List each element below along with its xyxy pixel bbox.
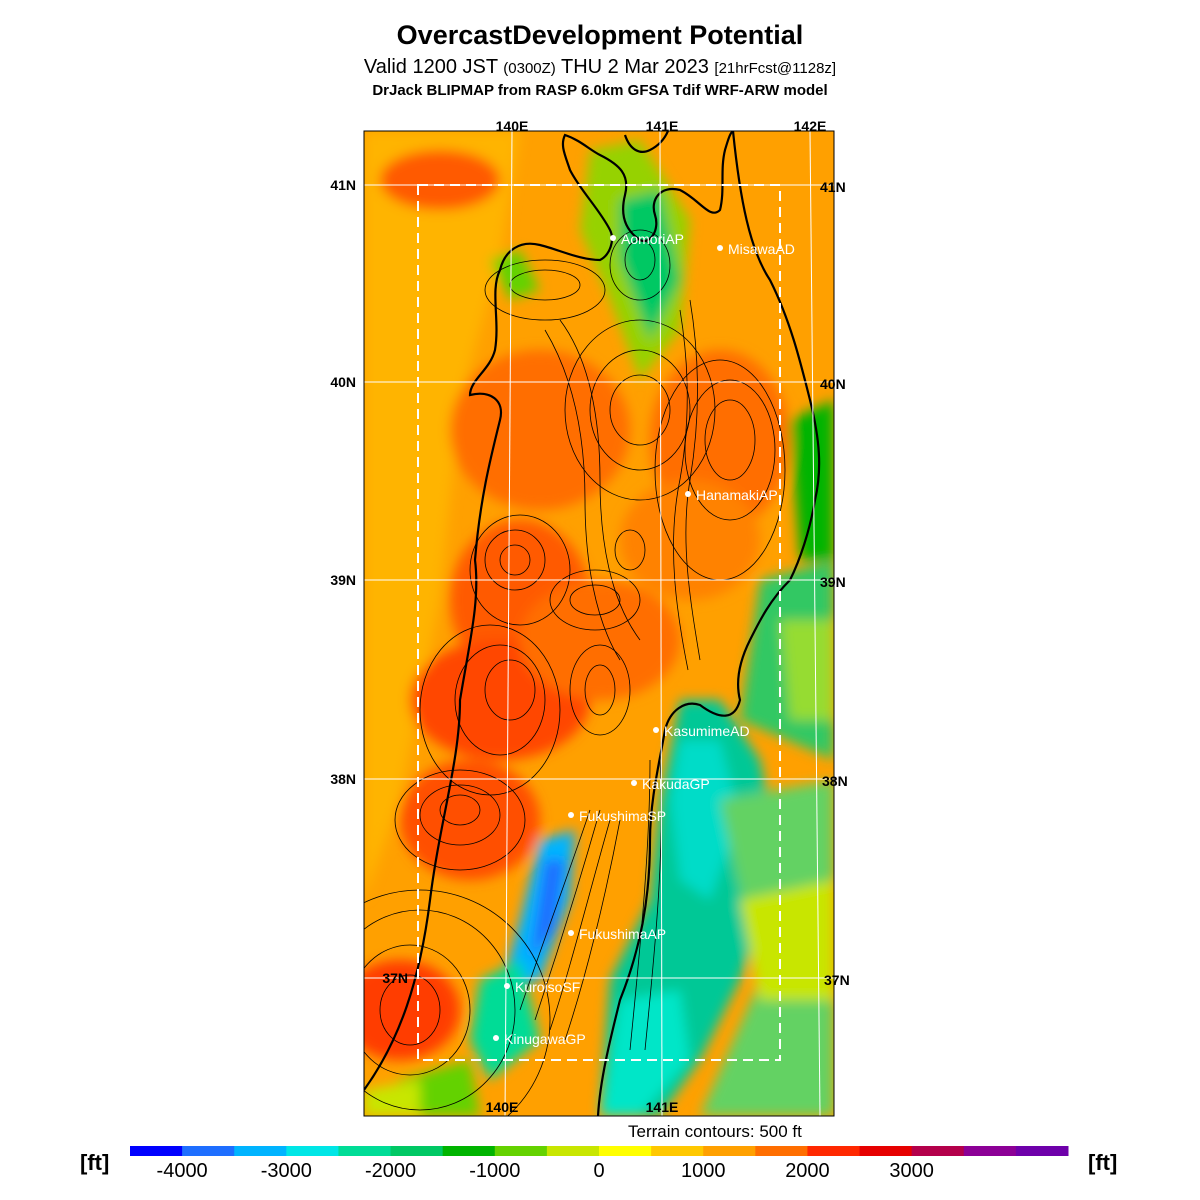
station-label: MisawaAD bbox=[728, 241, 795, 257]
colorbar-unit-left: [ft] bbox=[80, 1150, 110, 1175]
colorbar-swatch bbox=[338, 1146, 392, 1156]
colorbar-swatch bbox=[807, 1146, 861, 1156]
station-aomori: AomoriAP bbox=[610, 231, 684, 247]
colorbar-swatch bbox=[755, 1146, 808, 1156]
lat-label-left-38: 38N bbox=[330, 771, 356, 787]
lat-label-right-41: 41N bbox=[820, 179, 846, 195]
colorbar-swatch bbox=[546, 1146, 600, 1156]
valid-time: Valid 1200 JST (0300Z) THU 2 Mar 2023 [2… bbox=[0, 56, 1200, 79]
station-misawa: MisawaAD bbox=[717, 241, 795, 257]
colorbar-tick-label: -1000 bbox=[469, 1160, 521, 1182]
lat-label-right-39: 39N bbox=[820, 574, 846, 590]
station-kuroiso: KuroisoSF bbox=[504, 979, 580, 995]
station-label: HanamakiAP bbox=[696, 487, 778, 503]
inner-domain-box bbox=[417, 184, 781, 1061]
colorbar-swatch bbox=[963, 1146, 1017, 1156]
station-fukushima-ap: FukushimaAP bbox=[568, 926, 666, 942]
colorbar-tick-label: 1000 bbox=[680, 1160, 726, 1182]
lon-label-top-142: 142E bbox=[794, 118, 827, 134]
lon-label-bottom-140: 140E bbox=[486, 1099, 519, 1115]
date-label: THU 2 Mar 2023 bbox=[561, 56, 709, 78]
station-label: KuroisoSF bbox=[515, 979, 580, 995]
coastline bbox=[364, 131, 821, 1116]
colorbar-swatch bbox=[390, 1146, 444, 1156]
utc-label: (0300Z) bbox=[503, 60, 556, 77]
lon-label-top-140: 140E bbox=[496, 118, 529, 134]
lat-label-left-40: 40N bbox=[330, 374, 356, 390]
lon-label-bottom-141: 141E bbox=[646, 1099, 679, 1115]
colorbar-tick-label: 2000 bbox=[785, 1160, 830, 1182]
station-label: FukushimaSP bbox=[579, 808, 666, 824]
station-label: KinugawaGP bbox=[504, 1031, 586, 1047]
station-label: KasumimeAD bbox=[664, 723, 750, 739]
station-hanamaki: HanamakiAP bbox=[685, 487, 778, 503]
colorbar-swatch bbox=[1015, 1146, 1069, 1156]
axis-labels: 140E 141E 142E 140E 141E 41N 40N 39N 38N… bbox=[330, 118, 849, 1115]
forecast-label: [21hrFcst@1128z] bbox=[714, 60, 837, 77]
colorbar-tick-label: 3000 bbox=[889, 1160, 934, 1182]
colorbar-swatch bbox=[599, 1146, 652, 1156]
lat-label-right-40: 40N bbox=[820, 376, 846, 392]
colorbar bbox=[130, 1146, 1069, 1156]
map-frame bbox=[363, 130, 835, 1117]
station-label: KakudaGP bbox=[642, 776, 710, 792]
station-label: AomoriAP bbox=[621, 231, 684, 247]
terrain-contour-note: Terrain contours: 500 ft bbox=[628, 1122, 802, 1141]
colorbar-swatch bbox=[130, 1146, 183, 1156]
colorbar-swatch bbox=[442, 1146, 496, 1156]
lon-label-top-141: 141E bbox=[646, 118, 679, 134]
colorbar-tick-label: -2000 bbox=[364, 1160, 417, 1182]
lat-label-right-38: 38N bbox=[822, 773, 848, 789]
model-line: DrJack BLIPMAP from RASP 6.0km GFSA Tdif… bbox=[372, 82, 828, 99]
lat-label-left-39: 39N bbox=[330, 572, 356, 588]
station-kasumime: KasumimeAD bbox=[653, 723, 750, 739]
colorbar-unit-right: [ft] bbox=[1088, 1150, 1118, 1175]
colorbar-swatch bbox=[286, 1146, 339, 1156]
colorbar-tick-label: 0 bbox=[593, 1160, 605, 1182]
terrain-contours bbox=[364, 229, 786, 1116]
station-markers: AomoriAP MisawaAD HanamakiAP KasumimeAD … bbox=[493, 231, 795, 1047]
lat-label-left-37: 37N bbox=[382, 970, 408, 986]
valid-label: Valid 1200 JST bbox=[363, 56, 498, 78]
colorbar-swatch bbox=[234, 1146, 287, 1156]
colorbar-swatch bbox=[494, 1146, 548, 1156]
colorbar-swatch bbox=[859, 1146, 913, 1156]
station-kakuda: KakudaGP bbox=[631, 776, 710, 792]
field-patches bbox=[364, 131, 834, 1116]
colorbar-swatch bbox=[651, 1146, 704, 1156]
station-label: FukushimaAP bbox=[579, 926, 666, 942]
colorbar-tick-label: -3000 bbox=[260, 1160, 312, 1182]
colorbar-swatch bbox=[182, 1146, 235, 1156]
colorbar-swatch bbox=[703, 1146, 756, 1156]
map-title: OvercastDevelopment Potential bbox=[396, 20, 804, 50]
station-fukushima-sp: FukushimaSP bbox=[568, 808, 666, 824]
station-kinugawa: KinugawaGP bbox=[493, 1031, 586, 1047]
field-layer bbox=[364, 131, 834, 1116]
colorbar-swatch bbox=[911, 1146, 965, 1156]
lat-label-left-41: 41N bbox=[330, 177, 356, 193]
lat-label-right-37: 37N bbox=[824, 972, 850, 988]
colorbar-tick-label: -4000 bbox=[156, 1160, 208, 1182]
